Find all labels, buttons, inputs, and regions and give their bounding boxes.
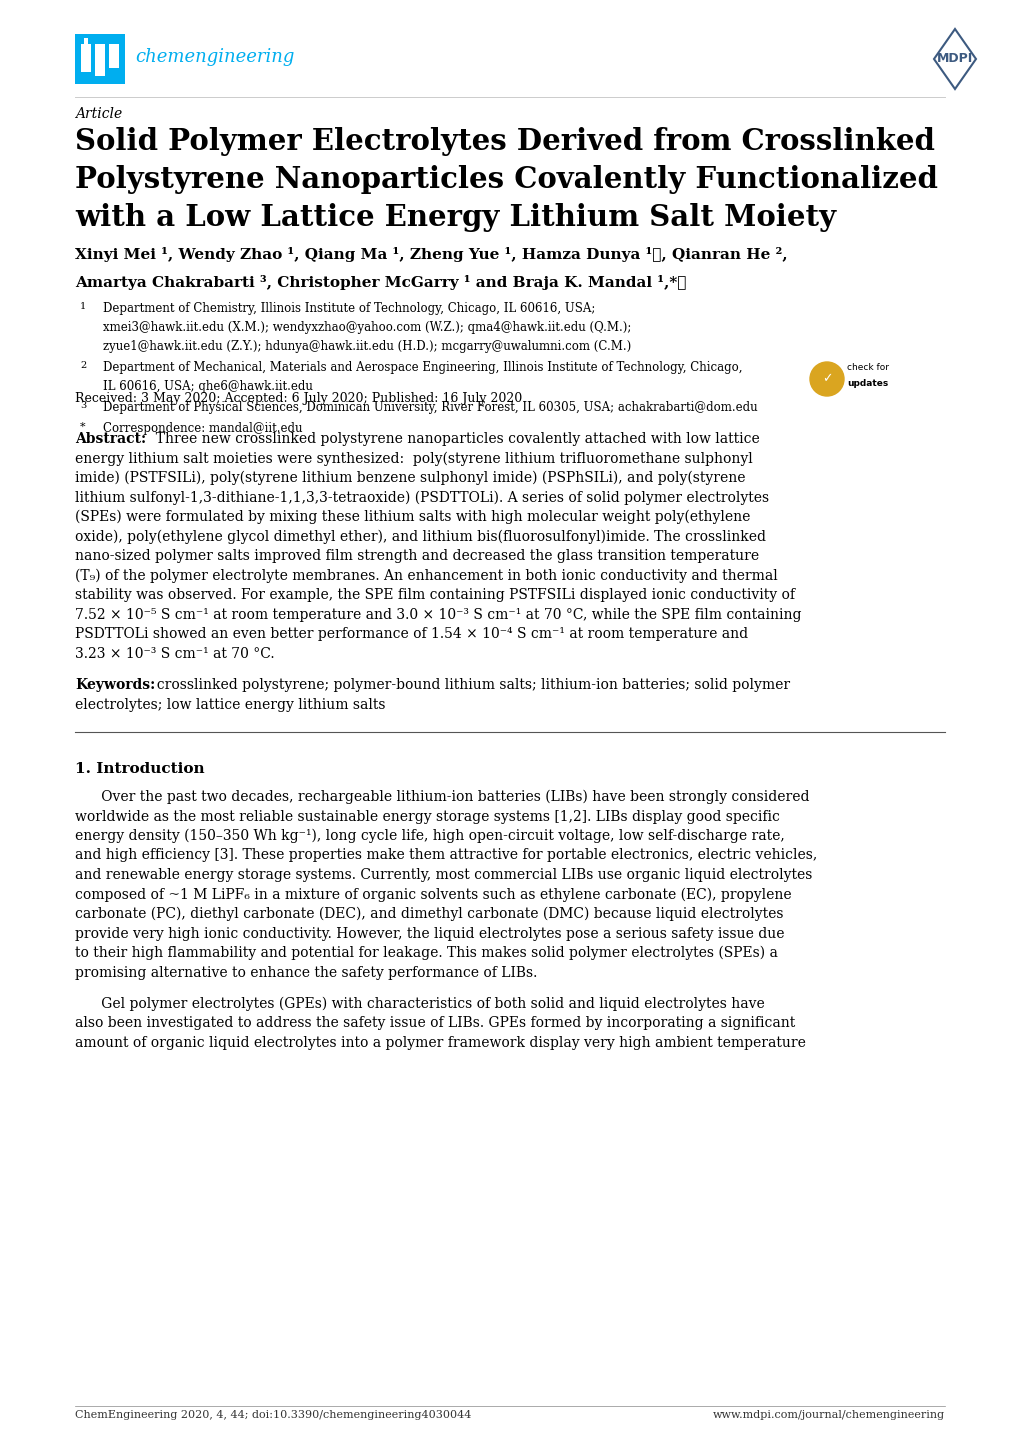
FancyBboxPatch shape — [81, 45, 91, 72]
Text: 7.52 × 10⁻⁵ S cm⁻¹ at room temperature and 3.0 × 10⁻³ S cm⁻¹ at 70 °C, while the: 7.52 × 10⁻⁵ S cm⁻¹ at room temperature a… — [75, 607, 801, 622]
Text: 1. Introduction: 1. Introduction — [75, 761, 205, 776]
FancyBboxPatch shape — [84, 37, 88, 46]
FancyBboxPatch shape — [109, 45, 119, 68]
Text: worldwide as the most reliable sustainable energy storage systems [1,2]. LIBs di: worldwide as the most reliable sustainab… — [75, 809, 780, 823]
Text: Correspondence: mandal@iit.edu: Correspondence: mandal@iit.edu — [103, 423, 303, 435]
Text: 2: 2 — [79, 360, 87, 371]
Text: Polystyrene Nanoparticles Covalently Functionalized: Polystyrene Nanoparticles Covalently Fun… — [75, 164, 936, 195]
Text: Keywords:: Keywords: — [75, 678, 155, 692]
Text: with a Low Lattice Energy Lithium Salt Moiety: with a Low Lattice Energy Lithium Salt M… — [75, 203, 836, 232]
Text: ChemEngineering 2020, 4, 44; doi:10.3390/chemengineering4030044: ChemEngineering 2020, 4, 44; doi:10.3390… — [75, 1410, 471, 1420]
Text: Over the past two decades, rechargeable lithium-ion batteries (LIBs) have been s: Over the past two decades, rechargeable … — [75, 790, 809, 805]
FancyBboxPatch shape — [95, 45, 105, 76]
Text: MDPI: MDPI — [936, 52, 972, 65]
Text: Three new crosslinked polystyrene nanoparticles covalently attached with low lat: Three new crosslinked polystyrene nanopa… — [147, 433, 759, 446]
Text: imide) (PSTFSILi), poly(styrene lithium benzene sulphonyl imide) (PSPhSILi), and: imide) (PSTFSILi), poly(styrene lithium … — [75, 472, 745, 486]
Text: crosslinked polystyrene; polymer-bound lithium salts; lithium-ion batteries; sol: crosslinked polystyrene; polymer-bound l… — [148, 678, 790, 692]
Text: energy density (150–350 Wh kg⁻¹), long cycle life, high open-circuit voltage, lo: energy density (150–350 Wh kg⁻¹), long c… — [75, 829, 784, 844]
Text: *: * — [79, 423, 86, 433]
Text: energy lithium salt moieties were synthesized:  poly(styrene lithium trifluorome: energy lithium salt moieties were synthe… — [75, 451, 752, 466]
Text: PSDTTOLi showed an even better performance of 1.54 × 10⁻⁴ S cm⁻¹ at room tempera: PSDTTOLi showed an even better performan… — [75, 627, 747, 642]
Text: Solid Polymer Electrolytes Derived from Crosslinked: Solid Polymer Electrolytes Derived from … — [75, 127, 934, 156]
Text: IL 60616, USA; qhe6@hawk.iit.edu: IL 60616, USA; qhe6@hawk.iit.edu — [103, 381, 313, 394]
Text: ✓: ✓ — [821, 372, 832, 385]
Text: xmei3@hawk.iit.edu (X.M.); wendyxzhao@yahoo.com (W.Z.); qma4@hawk.iit.edu (Q.M.): xmei3@hawk.iit.edu (X.M.); wendyxzhao@ya… — [103, 322, 631, 335]
Text: 1: 1 — [79, 301, 87, 311]
Text: composed of ~1 M LiPF₆ in a mixture of organic solvents such as ethylene carbona: composed of ~1 M LiPF₆ in a mixture of o… — [75, 887, 791, 901]
Text: Amartya Chakrabarti ³, Christopher McGarry ¹ and Braja K. Mandal ¹,*ⓘ: Amartya Chakrabarti ³, Christopher McGar… — [75, 275, 686, 290]
Circle shape — [809, 362, 843, 397]
Text: Department of Mechanical, Materials and Aerospace Engineering, Illinois Institut: Department of Mechanical, Materials and … — [103, 360, 742, 373]
Text: Department of Chemistry, Illinois Institute of Technology, Chicago, IL 60616, US: Department of Chemistry, Illinois Instit… — [103, 301, 595, 314]
Text: 3.23 × 10⁻³ S cm⁻¹ at 70 °C.: 3.23 × 10⁻³ S cm⁻¹ at 70 °C. — [75, 646, 274, 660]
Text: provide very high ionic conductivity. However, the liquid electrolytes pose a se: provide very high ionic conductivity. Ho… — [75, 927, 784, 940]
Text: Article: Article — [75, 107, 122, 121]
Text: and renewable energy storage systems. Currently, most commercial LIBs use organi: and renewable energy storage systems. Cu… — [75, 868, 811, 883]
Text: www.mdpi.com/journal/chemengineering: www.mdpi.com/journal/chemengineering — [712, 1410, 944, 1420]
Text: electrolytes; low lattice energy lithium salts: electrolytes; low lattice energy lithium… — [75, 698, 385, 711]
Text: Xinyi Mei ¹, Wendy Zhao ¹, Qiang Ma ¹, Zheng Yue ¹, Hamza Dunya ¹ⓘ, Qianran He ²: Xinyi Mei ¹, Wendy Zhao ¹, Qiang Ma ¹, Z… — [75, 247, 787, 262]
Text: also been investigated to address the safety issue of LIBs. GPEs formed by incor: also been investigated to address the sa… — [75, 1017, 795, 1031]
Polygon shape — [933, 29, 975, 89]
Text: Gel polymer electrolytes (GPEs) with characteristics of both solid and liquid el: Gel polymer electrolytes (GPEs) with cha… — [75, 996, 764, 1011]
Text: promising alternative to enhance the safety performance of LIBs.: promising alternative to enhance the saf… — [75, 966, 537, 979]
Text: chemengineering: chemengineering — [135, 48, 294, 66]
Text: Department of Physical Sciences, Dominican University, River Forest, IL 60305, U: Department of Physical Sciences, Dominic… — [103, 401, 757, 414]
Text: to their high flammability and potential for leakage. This makes solid polymer e: to their high flammability and potential… — [75, 946, 777, 960]
Text: lithium sulfonyl-1,3-dithiane-1,1,3,3-tetraoxide) (PSDTTOLi). A series of solid : lithium sulfonyl-1,3-dithiane-1,1,3,3-te… — [75, 490, 768, 505]
Text: carbonate (PC), diethyl carbonate (DEC), and dimethyl carbonate (DMC) because li: carbonate (PC), diethyl carbonate (DEC),… — [75, 907, 783, 921]
Text: zyue1@hawk.iit.edu (Z.Y.); hdunya@hawk.iit.edu (H.D.); mcgarry@uwalumni.com (C.M: zyue1@hawk.iit.edu (Z.Y.); hdunya@hawk.i… — [103, 340, 631, 353]
Text: 3: 3 — [79, 401, 87, 410]
Text: nano-sized polymer salts improved film strength and decreased the glass transiti: nano-sized polymer salts improved film s… — [75, 549, 758, 562]
Text: amount of organic liquid electrolytes into a polymer framework display very high: amount of organic liquid electrolytes in… — [75, 1035, 805, 1050]
Text: stability was observed. For example, the SPE film containing PSTFSILi displayed : stability was observed. For example, the… — [75, 588, 794, 601]
Text: Abstract:: Abstract: — [75, 433, 146, 446]
Text: Received: 3 May 2020; Accepted: 6 July 2020; Published: 16 July 2020: Received: 3 May 2020; Accepted: 6 July 2… — [75, 392, 522, 405]
Text: updates: updates — [846, 379, 888, 388]
Text: and high efficiency [3]. These properties make them attractive for portable elec: and high efficiency [3]. These propertie… — [75, 848, 816, 862]
Text: (T₉) of the polymer electrolyte membranes. An enhancement in both ionic conducti: (T₉) of the polymer electrolyte membrane… — [75, 568, 777, 583]
Text: check for: check for — [846, 363, 889, 372]
FancyBboxPatch shape — [75, 35, 125, 84]
Text: oxide), poly(ethylene glycol dimethyl ether), and lithium bis(fluorosulfonyl)imi: oxide), poly(ethylene glycol dimethyl et… — [75, 529, 765, 544]
Text: (SPEs) were formulated by mixing these lithium salts with high molecular weight : (SPEs) were formulated by mixing these l… — [75, 510, 750, 525]
